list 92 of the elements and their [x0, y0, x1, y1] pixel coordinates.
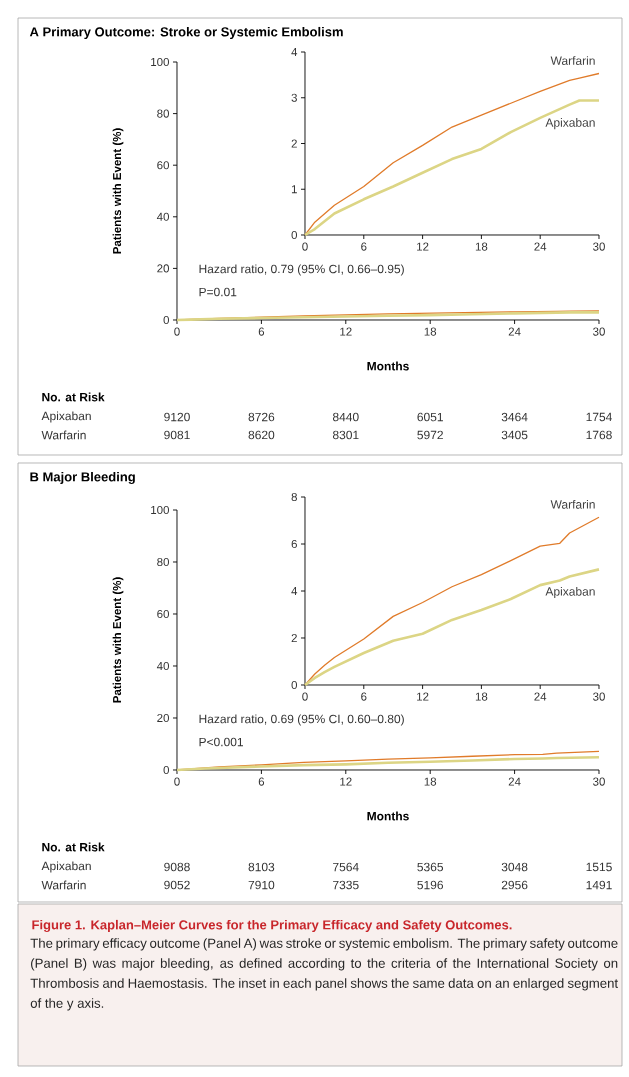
x-tick-label: 12: [417, 692, 429, 701]
text: 5365: [417, 862, 444, 872]
y-tick-label: 0: [163, 315, 170, 325]
text: Apixaban: [41, 861, 91, 873]
x-tick-label: 6: [361, 692, 367, 701]
text: 1768: [586, 430, 612, 440]
text: No. at Risk: [42, 842, 105, 852]
text: 8301: [332, 430, 359, 440]
y-axis-title: Patients with Event (%): [112, 128, 124, 254]
text: 8440: [332, 412, 359, 422]
x-tick-label: 30: [593, 777, 605, 786]
y-tick-label: 60: [157, 161, 170, 170]
text: 8620: [248, 430, 275, 440]
y-tick-label: 1: [291, 185, 297, 194]
y-tick-label: 2: [291, 633, 297, 643]
x-tick-label: 24: [508, 327, 521, 336]
text: No. at Risk: [42, 392, 105, 402]
x-tick-label: 18: [424, 777, 437, 786]
annotation: P<0.001: [199, 737, 243, 747]
x-tick-label: 12: [417, 242, 429, 251]
chart-title: B Major Bleeding: [30, 471, 135, 485]
x-tick-label: 0: [174, 777, 180, 786]
y-tick-label: 6: [291, 539, 297, 549]
x-tick-label: 6: [361, 242, 367, 251]
x-tick-label: 18: [424, 327, 437, 336]
text: 2956: [501, 880, 528, 890]
y-tick-label: 0: [163, 765, 170, 775]
text: 9052: [164, 880, 190, 890]
series-label: Warfarin: [550, 56, 595, 65]
y-tick-label: 60: [157, 609, 170, 619]
x-tick-label: 6: [258, 777, 265, 786]
y-tick-label: 40: [156, 661, 170, 671]
x-tick-label: 18: [475, 692, 488, 701]
text: 6051: [417, 412, 443, 422]
x-tick-label: 24: [534, 692, 547, 701]
y-tick-label: 4: [291, 587, 298, 595]
x-tick-label: 0: [174, 327, 180, 336]
x-tick-label: 6: [258, 327, 265, 336]
text: 7910: [248, 880, 275, 890]
y-tick-label: 0: [291, 230, 298, 240]
text: 1754: [586, 412, 612, 422]
y-tick-label: 20: [157, 264, 170, 273]
text: 1491: [586, 880, 612, 890]
text: 5972: [417, 430, 443, 440]
y-tick-label: 80: [157, 109, 170, 118]
y-tick-label: 20: [157, 713, 170, 723]
text: 5196: [417, 880, 444, 890]
text: 8726: [248, 412, 275, 422]
x-axis-title: Months: [367, 361, 409, 371]
y-tick-label: 40: [156, 212, 170, 221]
x-tick-label: 30: [593, 327, 605, 336]
text: 9088: [164, 862, 190, 872]
y-tick-label: 0: [291, 680, 298, 690]
text: 7335: [333, 880, 359, 890]
text: Apixaban: [41, 411, 91, 423]
y-tick-label: 4: [291, 48, 298, 56]
x-tick-label: 30: [593, 242, 605, 251]
x-tick-label: 30: [593, 692, 605, 701]
series-label: Apixaban: [545, 586, 595, 599]
chart-title: A Primary Outcome: Stroke or Systemic Embolism: [29, 26, 343, 40]
text: 3464: [501, 412, 528, 422]
y-tick-label: 100: [151, 505, 170, 515]
text: 1515: [586, 862, 612, 872]
text: 9120: [164, 412, 190, 422]
caption: Figure 1. Kaplan–Meier Curves for the Primary Efficacy and Safety Outcomes.: [32, 919, 512, 933]
y-tick-label: 3: [291, 93, 297, 102]
x-tick-label: 12: [340, 327, 352, 336]
text: 3048: [501, 862, 528, 872]
text: 8103: [248, 862, 275, 872]
annotation: P=0.01: [199, 287, 237, 297]
text: 9081: [164, 430, 190, 440]
x-tick-label: 0: [302, 692, 308, 701]
y-tick-label: 100: [151, 57, 170, 67]
y-tick-label: 8: [291, 492, 297, 502]
x-tick-label: 24: [508, 777, 521, 786]
text: 3405: [501, 430, 528, 440]
text: The primary efficacy outcome (Panel A) was stroke or systemic embolism. The primary safety outcome (Panel B) was major bleeding, as defined according to the criteria of the International Society on Thrombosis and Haemostasis. The inset in each panel shows the same data on an enlarged segment of the y axis.: [30, 938, 619, 1011]
text: Warfarin: [41, 430, 86, 440]
annotation: Hazard ratio, 0.69 (95% CI, 0.60–0.80): [199, 714, 404, 726]
x-tick-label: 18: [475, 242, 488, 251]
text: Warfarin: [41, 880, 86, 890]
y-tick-label: 2: [291, 139, 297, 148]
x-tick-label: 24: [534, 242, 547, 251]
series-label: Warfarin: [550, 499, 595, 509]
x-tick-label: 12: [340, 777, 352, 786]
x-tick-label: 0: [302, 242, 308, 251]
x-axis-title: Months: [367, 811, 409, 821]
annotation: Hazard ratio, 0.79 (95% CI, 0.66–0.95): [199, 264, 404, 276]
text: 7564: [333, 862, 359, 872]
y-axis-title: Patients with Event (%): [112, 577, 124, 703]
y-tick-label: 80: [157, 557, 170, 567]
series-label: Apixaban: [545, 118, 595, 130]
